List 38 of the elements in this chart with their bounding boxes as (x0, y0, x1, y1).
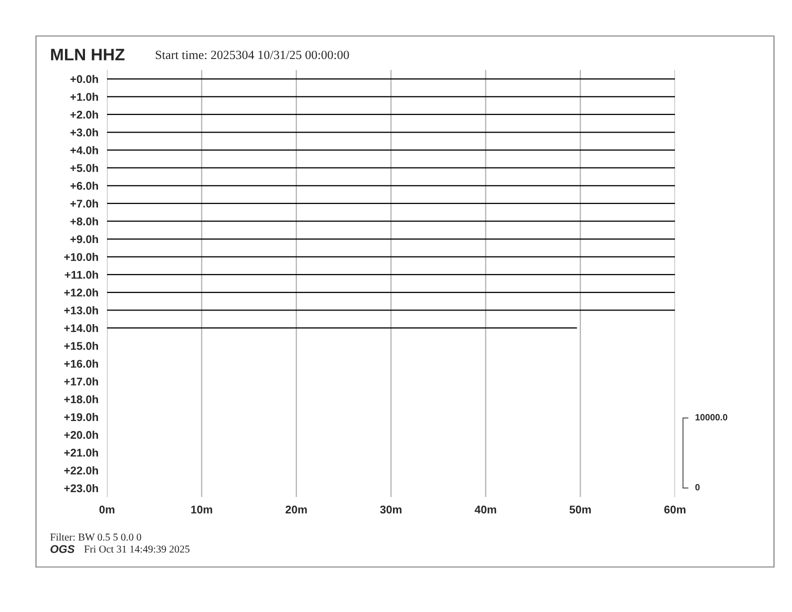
x-tick-label: 10m (191, 506, 212, 514)
y-tick-label: +3.0h (70, 128, 98, 136)
y-tick-label: +1.0h (70, 92, 98, 101)
x-tick-label: 20m (286, 506, 307, 514)
chart-title: MLN HHZ (51, 48, 125, 60)
text: Filter: BW 0.5 5 0.0 0 (50, 533, 142, 541)
y-tick-label: +14.0h (64, 324, 98, 332)
y-tick-label: +22.0h (64, 466, 98, 474)
chart-subtitle: Start time: 2025304 10/31/25 00:00:00 (156, 50, 349, 60)
y-tick-label: +7.0h (70, 199, 98, 208)
text: Fri Oct 31 14:49:39 2025 (84, 546, 190, 553)
x-tick-label: 60m (664, 506, 686, 514)
x-tick-label: 40m (474, 506, 496, 514)
y-tick-label: +0.0h (70, 74, 98, 84)
y-tick-label: +11.0h (64, 270, 98, 279)
y-tick-label: +4.0h (70, 146, 98, 154)
y-tick-label: +9.0h (70, 234, 98, 244)
y-tick-label: +15.0h (64, 342, 98, 350)
x-tick-label: 50m (570, 506, 591, 514)
y-tick-label: +19.0h (64, 412, 98, 422)
y-tick-label: +2.0h (70, 110, 98, 119)
y-tick-label: +17.0h (64, 377, 98, 386)
y-tick-label: +18.0h (64, 395, 98, 404)
x-tick-label: 30m (380, 506, 402, 514)
y-tick-label: +16.0h (64, 360, 98, 368)
y-tick-label: +12.0h (64, 288, 98, 297)
text: 10000.0 (696, 414, 728, 420)
text: OGS (50, 545, 75, 553)
y-tick-label: +10.0h (64, 252, 98, 261)
y-tick-label: +6.0h (70, 182, 98, 190)
y-tick-label: +21.0h (64, 448, 98, 457)
y-tick-label: +13.0h (64, 306, 98, 314)
x-tick-label: 0m (99, 506, 114, 514)
y-tick-label: +23.0h (64, 484, 98, 492)
text: 0 (695, 484, 700, 490)
y-tick-label: +20.0h (64, 430, 98, 439)
y-tick-label: +5.0h (70, 164, 98, 172)
y-tick-label: +8.0h (70, 217, 98, 226)
